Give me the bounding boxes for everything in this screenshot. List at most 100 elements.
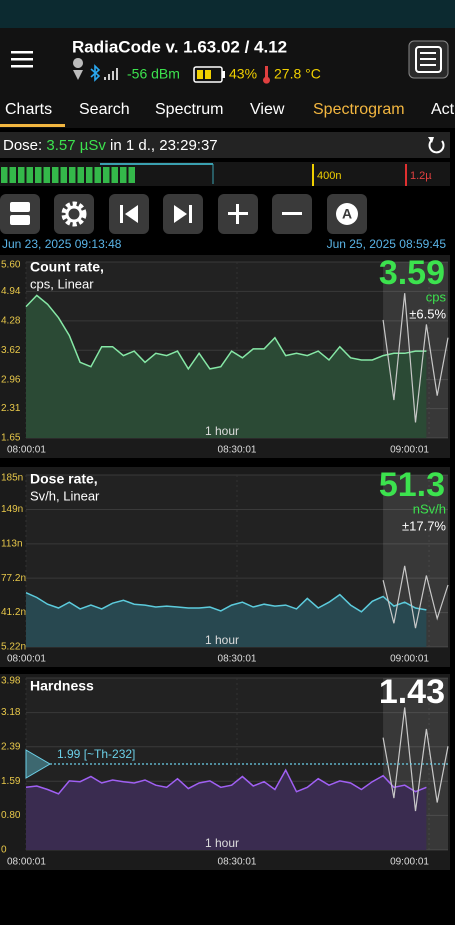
y-tick-label: 185n <box>1 473 23 484</box>
y-tick-label: 0 <box>1 845 7 856</box>
reset-button[interactable] <box>428 139 445 154</box>
reading-error: ±17.7% <box>402 518 446 533</box>
reference-label: 1.99 [~Th-232] <box>57 747 135 761</box>
threshold-label: 400n <box>317 170 341 182</box>
y-tick-label: 2.39 <box>1 741 21 752</box>
tab[interactable]: Charts <box>5 101 52 118</box>
icon <box>61 201 87 227</box>
tab[interactable]: Search <box>79 101 130 118</box>
window-label: 1 hour <box>205 633 239 647</box>
reset-arrow <box>428 137 434 143</box>
chart-subtitle: Sv/h, Linear <box>30 488 100 503</box>
dose-text: Dose: 3.57 µSv in 1 d., 23:29:37 <box>3 137 218 154</box>
temperature: 27.8 °C <box>274 66 321 82</box>
icon <box>120 205 123 223</box>
filter-button[interactable] <box>408 40 449 79</box>
reading: 3.59 <box>379 254 445 292</box>
icon <box>282 212 302 215</box>
x-tick-label: 08:00:01 <box>7 857 46 868</box>
y-tick-label: 5.60 <box>1 260 21 271</box>
y-tick-label: 4.28 <box>1 315 21 326</box>
area <box>26 592 427 647</box>
y-tick-label: 4.94 <box>1 286 21 297</box>
battery-level: 43% <box>229 66 257 82</box>
y-tick-label: 3.62 <box>1 345 21 356</box>
toolbar: A <box>0 194 367 234</box>
meter-segment <box>128 167 135 183</box>
x-tick-label: 08:00:01 <box>7 445 46 456</box>
dose-bar <box>0 132 450 158</box>
signal-strength: -56 dBm <box>127 66 180 82</box>
line <box>382 293 449 423</box>
dose-duration: in 1 d., 23:29:37 <box>110 137 218 154</box>
y-tick-label: 77.2n <box>1 573 26 584</box>
line <box>382 565 449 629</box>
icon <box>65 205 83 223</box>
chart-title: Count rate, <box>30 259 104 275</box>
tab[interactable]: Act <box>431 101 455 118</box>
settings-button[interactable] <box>54 194 94 234</box>
window-label: 1 hour <box>205 424 239 438</box>
auto-label: A <box>342 206 352 222</box>
chart-title: Hardness <box>30 678 94 694</box>
chart-subtitle: cps, Linear <box>30 276 94 291</box>
meter-segment <box>86 167 93 183</box>
meter-segment <box>26 167 33 183</box>
app-title: RadiaCode v. 1.63.02 / 4.12 <box>72 37 287 56</box>
tab-bar: Charts Search Spectrum View Spectrogram … <box>5 101 455 118</box>
chart-panel: 3.98 3.18 2.39 1.59 0.80 008:00:01 08:30:01 09:… <box>0 673 450 870</box>
y-tick-label: 41.2n <box>1 607 26 618</box>
y-tick-label: 5.22n <box>1 642 26 653</box>
layout-button[interactable] <box>0 194 40 234</box>
line <box>25 592 427 613</box>
battery-cell <box>197 70 203 79</box>
tab-indicator <box>0 124 65 127</box>
area <box>26 770 427 850</box>
meter-segment <box>111 167 118 183</box>
meter-segment <box>69 167 76 183</box>
reading-unit: cps <box>426 289 447 304</box>
tab[interactable]: Spectrogram <box>313 101 405 118</box>
meter-segment <box>52 167 59 183</box>
signal-bar <box>116 68 118 80</box>
y-tick-label: 3.98 <box>1 676 21 687</box>
reference-marker <box>25 749 51 779</box>
chart-title: Dose rate, <box>30 471 98 487</box>
reading: 1.43 <box>379 673 445 711</box>
y-tick-label: 0.80 <box>1 810 21 821</box>
y-tick-label: 3.18 <box>1 707 21 718</box>
y-tick-label: 149n <box>1 504 23 515</box>
icon <box>10 202 30 212</box>
y-tick-label: 2.96 <box>1 374 21 385</box>
menu-bar <box>11 51 33 54</box>
line <box>382 707 449 812</box>
x-tick-label: 09:00:01 <box>390 445 429 456</box>
y-tick-label: 1.65 <box>1 433 21 444</box>
icon <box>336 203 358 225</box>
range-start: Jun 23, 2025 09:13:48 <box>2 237 122 251</box>
signal-icon <box>104 68 118 80</box>
line <box>25 294 427 371</box>
reading-unit: nSv/h <box>413 501 446 516</box>
location-icon <box>73 58 84 80</box>
meter-segment <box>35 167 42 183</box>
battery-cell <box>205 70 211 79</box>
meter-track <box>0 162 450 186</box>
meter-segment <box>43 167 50 183</box>
meter-segment <box>60 167 67 183</box>
menu-button[interactable] <box>11 51 33 68</box>
y-tick-label: 2.31 <box>1 403 21 414</box>
meter <box>1 167 135 183</box>
meter-segment <box>94 167 101 183</box>
meter-segment <box>77 167 84 183</box>
signal-bar <box>112 71 114 80</box>
icon <box>174 205 187 223</box>
tab[interactable]: Spectrum <box>155 101 223 118</box>
status-bar <box>0 0 455 28</box>
y-tick-label: 113n <box>1 539 23 550</box>
tab[interactable]: View <box>250 101 285 118</box>
x-tick-label: 09:00:01 <box>390 654 429 665</box>
